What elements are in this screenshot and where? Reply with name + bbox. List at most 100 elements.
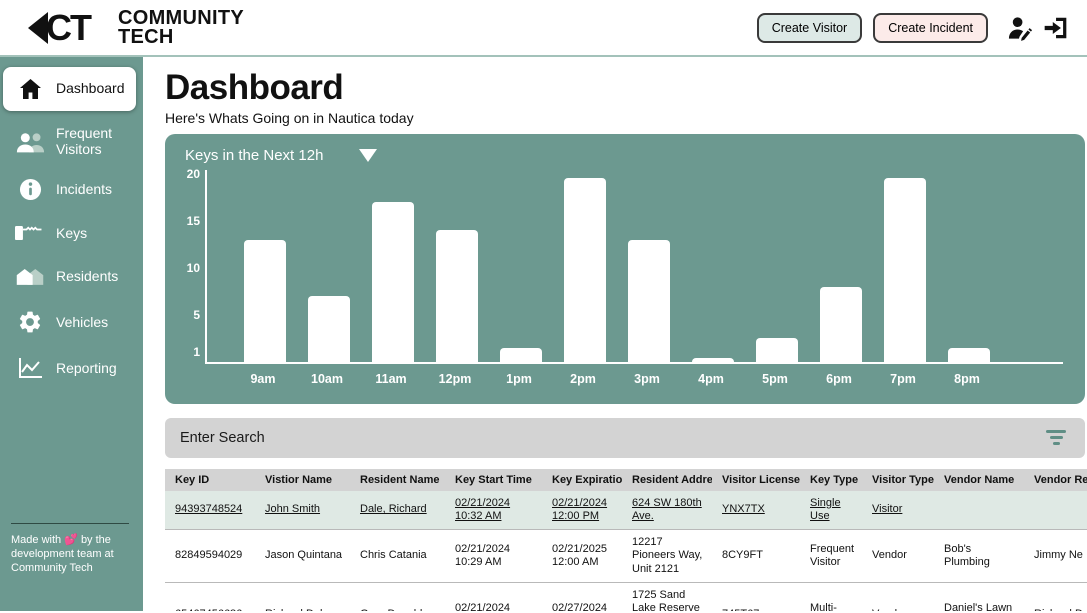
column-header-key-start-time: Key Start Time [445,468,542,491]
create-incident-button[interactable]: Create Incident [873,12,988,43]
x-axis-label: 12pm [438,371,472,386]
table-cell: 02/21/2024 09:53 AM [445,582,542,611]
sidebar-item-keys[interactable]: Keys [0,213,143,253]
table-cell[interactable]: Single Use [800,490,862,531]
table-row: 82849594029 Jason Quintana Chris Catania 02… [165,529,1087,583]
bar-11am [372,201,414,362]
sidebar-item-label: Keys [56,224,88,241]
y-axis-tick-label: 5 [193,307,200,322]
search-input[interactable] [180,429,1042,446]
sidebar-item-label: Vehicles [56,313,109,330]
table-cell: 8CY9FT [712,529,800,583]
bar-3pm [628,239,670,362]
sidebar-item-dashboard[interactable]: Dashboard [3,67,136,111]
table-cell[interactable]: John Smith [255,490,350,531]
table-cell: Jimmy Ne [1024,529,1087,583]
table-cell: Greg Donald [350,582,445,611]
table-cell: 65467456686 [165,582,255,611]
people-icon [15,130,45,154]
table-cell: Richard D [1024,582,1087,611]
table-cell[interactable]: 624 SW 180th Ave. [622,490,712,531]
filter-icon[interactable] [1042,426,1070,449]
table-cell: 12217 Pioneers Way, Unit 2121 [622,529,712,583]
table-cell[interactable] [1024,490,1087,531]
page-title: Dashboard [165,68,344,107]
table-cell: 1725 Sand Lake Reserve Drive. Unit 3105 [622,582,712,611]
logo-wordmark: COMMUNITY TECH [118,6,245,48]
y-axis-tick-label: 1 [193,345,200,360]
sidebar-item-incidents[interactable]: Incidents [0,169,143,210]
page-subtitle: Here's Whats Going on in Nautica today [165,109,414,126]
table-cell[interactable]: Visitor [862,490,934,531]
sidebar-item-label: Residents [56,268,119,284]
sidebar-item-vehicles[interactable]: Vehicles [0,300,143,344]
column-header-vendor-repr: Vendor Repr [1024,468,1087,491]
info-icon [15,178,45,201]
table-cell[interactable] [934,490,1024,531]
chart-line-icon [15,356,45,380]
table-cell: 02/21/2024 10:29 AM [445,529,542,583]
bar-1pm [500,347,542,362]
x-axis-label: 9am [250,371,276,386]
table-cell: Jason Quintana [255,529,350,583]
bar-7pm [884,178,926,362]
chart-range-dropdown[interactable]: Keys in the Next 12h [185,147,545,164]
x-axis-label: 4pm [698,371,724,386]
sidebar-item-residents[interactable]: Residents [0,256,143,297]
column-header-visitor-license-plate: Visitor License Plate [712,468,800,491]
table-row: 65467456686Richard DaleGreg Donald02/21/… [165,582,1087,611]
table-cell: Daniel's Lawn Service [934,582,1024,611]
keys-table: Key ID Vistior Name Resident Name Key Start… [165,468,1087,611]
x-axis-label: 11am [375,371,407,386]
column-header-key-id: Key ID [165,468,255,491]
table-cell[interactable]: 02/21/2024 10:32 AM [445,490,542,531]
bar-chart-plot: 20 15 10 5 1 [187,167,1063,364]
y-axis-tick-label: 10 [186,260,200,275]
gear-icon [15,309,45,335]
column-header-visitor-type: Visitor Type [862,468,934,491]
chevron-down-icon [359,148,378,162]
company-logo: CT COMMUNITY TECH [26,7,244,49]
bar-8pm [948,347,990,362]
table-cell[interactable]: 94393748524 [165,490,255,531]
column-header-resident-name: Resident Name [350,468,445,491]
sidebar-item-label: Reporting [56,359,117,376]
table-cell[interactable]: YNX7TX [712,490,800,531]
table-cell[interactable]: 02/21/2024 12:00 PM [542,490,622,531]
keys-chart-panel: Keys in the Next 12h 20 15 10 5 1 9am 10am 11a… [165,133,1085,404]
bar-5pm [756,338,798,362]
search-bar [165,417,1085,458]
app-header: CT COMMUNITY TECH Create Visitor Create … [0,0,1087,57]
sidebar-item-reporting[interactable]: Reporting [0,347,143,389]
chart-title: Keys in the Next 12h [185,146,324,164]
user-edit-icon[interactable] [1007,15,1034,41]
table-cell: 02/27/2024 09:00 AM [542,582,622,611]
table-cell: Multi-Use [800,582,862,611]
table-cell[interactable]: Dale, Richard [350,490,445,531]
table-cell: 02/21/2025 12:00 AM [542,529,622,583]
logout-icon[interactable] [1042,15,1069,41]
column-header-key-expiration: Key Expiration [542,468,622,491]
bar-4pm [692,358,734,362]
table-cell: Vendor [862,582,934,611]
table-cell: 745T67 [712,582,800,611]
table-cell: Bob's Plumbing [934,529,1024,583]
column-header-vistior-name: Vistior Name [255,468,350,491]
table-row[interactable]: 94393748524 John Smith Dale, Richard 02/21/… [165,490,1087,531]
create-visitor-button[interactable]: Create Visitor [756,12,863,43]
x-axis-label: 2pm [570,371,596,386]
sidebar-footer-credit: Made with 💕 by the development team at C… [11,522,129,575]
column-header-vendor-name: Vendor Name [934,468,1024,491]
x-axis-label: 6pm [826,371,852,386]
x-axis-label: 8pm [954,371,980,386]
sidebar-item-frequent-visitors[interactable]: Frequent Visitors [0,117,143,166]
x-axis-label: 1pm [506,371,532,386]
sidebar-item-label: Incidents [56,181,113,197]
logo-arrow-ct-icon: CT [26,7,114,49]
bar-2pm [564,178,606,362]
key-icon [15,222,45,244]
sidebar-nav: Dashboard Frequent Visitors Incidents Keys R… [0,57,143,611]
bar-9am [244,239,286,362]
bar-12pm [436,230,478,362]
table-cell: Frequent Visitor [800,529,862,583]
